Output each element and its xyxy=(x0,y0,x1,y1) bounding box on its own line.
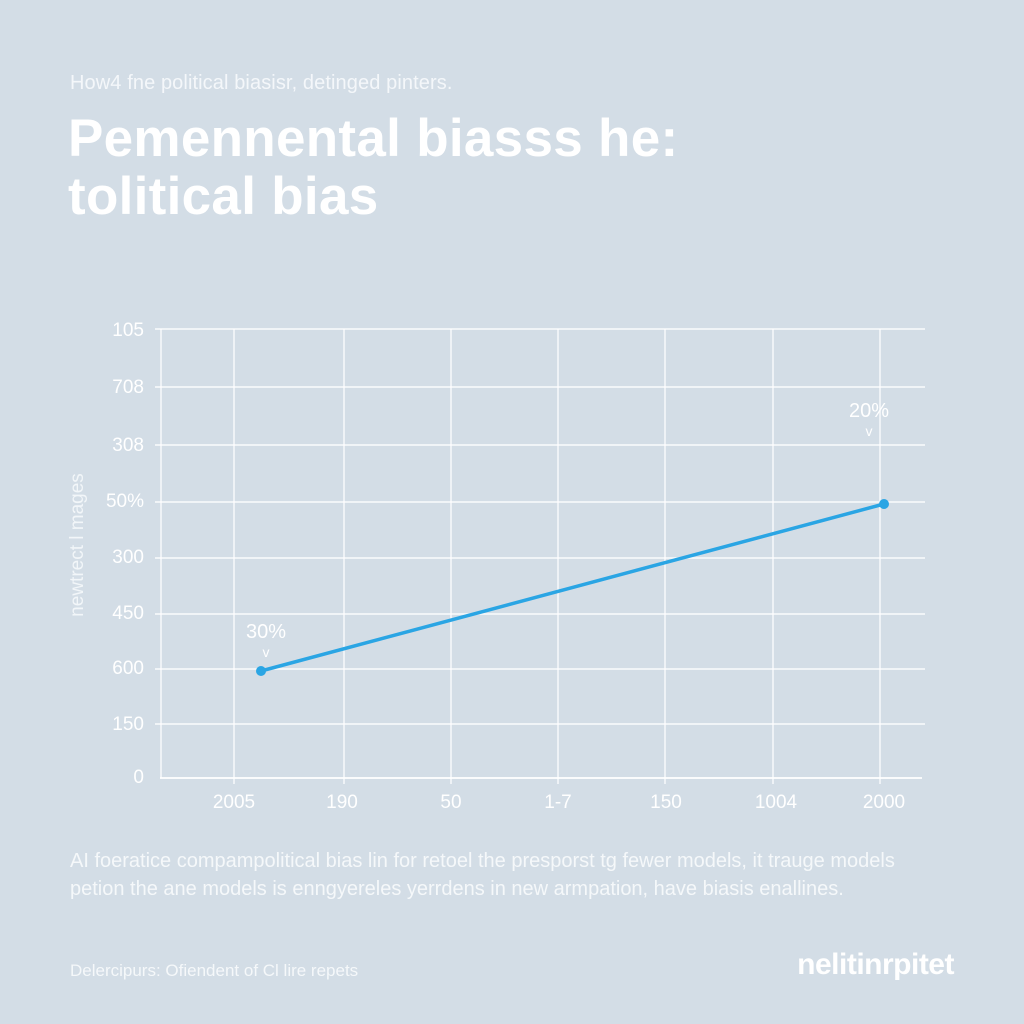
y-tick-label: 300 xyxy=(112,547,144,568)
y-tick-label: 308 xyxy=(112,435,144,456)
source-note: Delercipurs: Ofiendent of Cl lire repets xyxy=(70,961,359,980)
chart-subtitle: How4 fne political biasisr, detinged pin… xyxy=(70,72,453,94)
x-tick-label: 1004 xyxy=(754,792,798,813)
y-tick-label: 600 xyxy=(112,658,144,679)
annotation-start: 30% v xyxy=(236,621,296,660)
y-tick-label: 450 xyxy=(112,603,144,624)
title-line-1: Pemennental biasss he: xyxy=(68,109,679,168)
data-point-start[interactable] xyxy=(256,666,266,676)
title-line-2: tolitical bias xyxy=(68,167,379,226)
y-tick-label: 150 xyxy=(112,714,144,735)
x-tick-label: 150 xyxy=(650,792,682,813)
x-tick-label: 2005 xyxy=(212,792,256,813)
data-point-end[interactable] xyxy=(879,499,889,509)
x-tick-label: 2000 xyxy=(862,792,906,813)
annotation-end-label: 20% xyxy=(848,400,890,422)
y-tick-label: 105 xyxy=(112,320,144,341)
chart-description: AI foeratice compampolitical bias lin fo… xyxy=(70,850,895,900)
brand-logo: nelitinrpitet xyxy=(797,948,954,981)
annotation-start-label: 30% xyxy=(245,621,287,643)
x-tick-label: 190 xyxy=(326,792,358,813)
y-tick-label: 0 xyxy=(133,767,144,788)
y-tick-label: 708 xyxy=(112,377,144,398)
annotation-end: 20% v xyxy=(839,400,899,439)
caret-down-icon: v xyxy=(262,644,270,660)
y-axis-label: newtrect l mages xyxy=(67,473,88,617)
grid-horizontal xyxy=(155,328,925,725)
caret-down-icon: v xyxy=(865,423,873,439)
x-tick-label: 50 xyxy=(440,792,462,813)
chart-title: Pemennental biasss he: tolitical bias xyxy=(68,110,678,226)
x-tick-label: 1-7 xyxy=(544,792,572,813)
data-line xyxy=(259,502,886,673)
y-tick-label: 50% xyxy=(105,491,144,512)
grid-vertical xyxy=(160,329,881,784)
